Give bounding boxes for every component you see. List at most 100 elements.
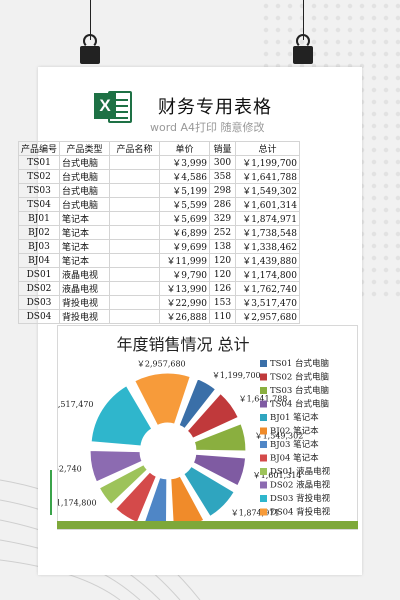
legend-swatch bbox=[260, 468, 267, 475]
table-cell[interactable]: DS04 bbox=[17, 309, 61, 324]
legend-swatch bbox=[260, 400, 267, 408]
table-cell[interactable]: TS04 bbox=[17, 197, 61, 212]
table-cell[interactable]: 329 bbox=[209, 211, 237, 226]
data-label: ￥1,762,740 bbox=[58, 464, 82, 473]
table-cell[interactable]: TS01 bbox=[17, 155, 61, 170]
table-cell[interactable]: ￥1,174,800 bbox=[235, 267, 301, 282]
table-cell[interactable]: 笔记本 bbox=[59, 211, 111, 226]
table-cell[interactable]: 笔记本 bbox=[59, 253, 111, 268]
table-cell[interactable]: BJ03 bbox=[17, 239, 61, 254]
table-cell[interactable]: ￥5,699 bbox=[159, 211, 211, 226]
table-cell[interactable]: 300 bbox=[209, 155, 237, 170]
table-cell[interactable]: 台式电脑 bbox=[59, 155, 111, 170]
legend-entry: TS02 台式电脑 bbox=[270, 372, 330, 383]
pie-slice bbox=[192, 453, 247, 487]
table-cell[interactable]: DS02 bbox=[17, 281, 61, 296]
table-row: TS04 台式电脑 ￥5,599 286 ￥1,601,314 bbox=[17, 197, 301, 212]
legend-entry: BJ03 笔记本 bbox=[270, 439, 319, 450]
table-cell[interactable]: ￥5,199 bbox=[159, 183, 211, 198]
data-label: ￥1,174,800 bbox=[58, 498, 97, 507]
table-cell[interactable]: BJ04 bbox=[17, 253, 61, 268]
data-label: ￥1,549,302 bbox=[255, 431, 304, 440]
table-cell[interactable] bbox=[109, 155, 161, 170]
table-cell[interactable]: 液晶电视 bbox=[59, 267, 111, 282]
table-cell[interactable]: 背投电视 bbox=[59, 295, 111, 310]
data-label: ￥1,199,700 bbox=[212, 371, 261, 380]
pie-slice bbox=[134, 372, 191, 427]
table-cell[interactable]: ￥4,586 bbox=[159, 169, 211, 184]
table-cell[interactable]: ￥22,990 bbox=[159, 295, 211, 310]
table-cell[interactable]: ￥13,990 bbox=[159, 281, 211, 296]
table-cell[interactable]: ￥1,601,314 bbox=[235, 197, 301, 212]
table-cell[interactable]: ￥3,999 bbox=[159, 155, 211, 170]
table-cell[interactable]: TS02 bbox=[17, 169, 61, 184]
data-label: ￥1,874,971 bbox=[231, 509, 280, 518]
table-cell[interactable]: ￥2,957,680 bbox=[235, 309, 301, 324]
table-cell[interactable]: BJ01 bbox=[17, 211, 61, 226]
legend-entry: TS04 台式电脑 bbox=[270, 399, 330, 410]
table-cell[interactable]: 298 bbox=[209, 183, 237, 198]
table-cell[interactable]: 背投电视 bbox=[59, 309, 111, 324]
table-cell[interactable] bbox=[109, 239, 161, 254]
table-cell[interactable]: 286 bbox=[209, 197, 237, 212]
table-cell[interactable]: TS03 bbox=[17, 183, 61, 198]
table-cell[interactable]: 台式电脑 bbox=[59, 183, 111, 198]
table-cell[interactable]: ￥1,641,788 bbox=[235, 169, 301, 184]
table-cell[interactable]: ￥11,999 bbox=[159, 253, 211, 268]
table-cell[interactable]: 120 bbox=[209, 267, 237, 282]
table-cell[interactable]: 台式电脑 bbox=[59, 197, 111, 212]
table-cell[interactable] bbox=[109, 253, 161, 268]
table-cell[interactable] bbox=[109, 211, 161, 226]
table-cell[interactable]: 252 bbox=[209, 225, 237, 240]
table-cell[interactable]: DS01 bbox=[17, 267, 61, 282]
data-label: ￥2,957,680 bbox=[137, 359, 186, 368]
table-cell[interactable]: ￥6,899 bbox=[159, 225, 211, 240]
table-cell[interactable]: 358 bbox=[209, 169, 237, 184]
column-header: 销量 bbox=[209, 141, 237, 156]
table-cell[interactable]: 液晶电视 bbox=[59, 281, 111, 296]
table-cell[interactable]: ￥1,338,462 bbox=[235, 239, 301, 254]
table-cell[interactable]: 153 bbox=[209, 295, 237, 310]
chart-title: 年度销售情况 总计 bbox=[116, 335, 250, 354]
table-cell[interactable]: ￥9,790 bbox=[159, 267, 211, 282]
table-cell[interactable]: 138 bbox=[209, 239, 237, 254]
table-cell[interactable]: ￥1,439,880 bbox=[235, 253, 301, 268]
table-cell[interactable] bbox=[109, 295, 161, 310]
pie-slice bbox=[89, 449, 143, 483]
data-label: ￥3,517,470 bbox=[58, 400, 93, 409]
table-cell[interactable]: 台式电脑 bbox=[59, 169, 111, 184]
table-cell[interactable] bbox=[109, 267, 161, 282]
table-cell[interactable]: ￥5,599 bbox=[159, 197, 211, 212]
table-cell[interactable]: ￥1,762,740 bbox=[235, 281, 301, 296]
sales-table: 产品编号 产品类型 产品名称 单价 销量 总计 TS01 台式电脑 ￥3,999 300 ￥1,1… bbox=[17, 141, 301, 324]
table-cell[interactable]: ￥1,549,302 bbox=[235, 183, 301, 198]
table-cell[interactable]: ￥9,699 bbox=[159, 239, 211, 254]
table-cell[interactable]: DS03 bbox=[17, 295, 61, 310]
table-cell[interactable]: ￥1,874,971 bbox=[235, 211, 301, 226]
table-cell[interactable]: ￥1,199,700 bbox=[235, 155, 301, 170]
table-cell[interactable] bbox=[109, 169, 161, 184]
table-cell[interactable]: ￥26,888 bbox=[159, 309, 211, 324]
table-cell[interactable]: ￥1,738,548 bbox=[235, 225, 301, 240]
table-cell[interactable]: BJ02 bbox=[17, 225, 61, 240]
table-cell[interactable]: ￥3,517,470 bbox=[235, 295, 301, 310]
chart-baseline bbox=[57, 521, 358, 529]
table-cell[interactable]: 笔记本 bbox=[59, 225, 111, 240]
table-cell[interactable]: 120 bbox=[209, 253, 237, 268]
table-cell[interactable] bbox=[109, 225, 161, 240]
column-header: 总计 bbox=[235, 141, 301, 156]
table-cell[interactable]: 126 bbox=[209, 281, 237, 296]
table-cell[interactable] bbox=[109, 183, 161, 198]
table-row: DS02 液晶电视 ￥13,990 126 ￥1,762,740 bbox=[17, 281, 301, 296]
column-header: 产品名称 bbox=[109, 141, 161, 156]
hanging-string bbox=[90, 0, 91, 40]
document-title: 财务专用表格 bbox=[158, 97, 272, 118]
table-cell[interactable] bbox=[109, 309, 161, 324]
legend-entry: DS03 背投电视 bbox=[270, 493, 331, 504]
table-cell[interactable] bbox=[109, 281, 161, 296]
table-cell[interactable]: 笔记本 bbox=[59, 239, 111, 254]
table-cell[interactable]: 110 bbox=[209, 309, 237, 324]
table-row: TS03 台式电脑 ￥5,199 298 ￥1,549,302 bbox=[17, 183, 301, 198]
legend-entry: TS03 台式电脑 bbox=[270, 385, 330, 396]
table-cell[interactable] bbox=[109, 197, 161, 212]
